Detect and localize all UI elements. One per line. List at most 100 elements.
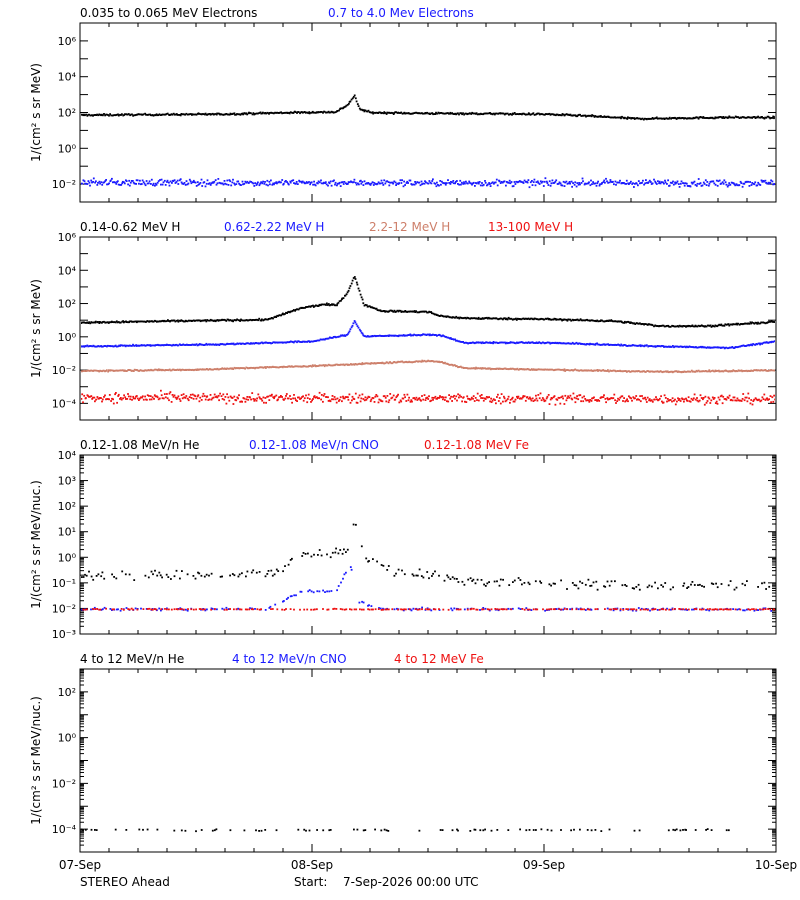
data-point <box>83 345 86 348</box>
data-point <box>342 297 345 299</box>
data-point <box>761 116 763 118</box>
data-point <box>141 344 144 347</box>
series-points <box>81 94 775 121</box>
data-point <box>412 607 415 610</box>
data-point <box>245 112 248 115</box>
data-point <box>258 396 261 399</box>
data-point <box>487 367 490 370</box>
data-point <box>112 402 115 405</box>
data-point <box>761 396 764 399</box>
data-point <box>199 182 202 184</box>
data-point <box>95 369 97 372</box>
data-point <box>186 573 189 576</box>
data-point <box>392 182 394 185</box>
data-point <box>772 341 774 343</box>
data-point <box>680 180 683 183</box>
data-point <box>541 113 544 116</box>
data-point <box>753 183 756 186</box>
data-point <box>252 398 255 400</box>
data-point <box>507 342 510 344</box>
data-point <box>221 343 224 345</box>
data-point <box>498 584 501 587</box>
data-point <box>461 317 464 320</box>
data-point <box>430 182 433 185</box>
data-point <box>422 310 425 313</box>
data-point <box>663 325 666 328</box>
data-point <box>318 590 321 593</box>
data-point <box>440 112 442 114</box>
data-point <box>344 294 347 297</box>
data-point <box>144 344 147 347</box>
data-point <box>157 398 160 401</box>
data-point <box>203 575 206 578</box>
data-point <box>430 399 433 402</box>
data-point <box>465 401 468 403</box>
data-point <box>473 342 476 345</box>
data-point <box>603 394 605 397</box>
data-point <box>451 609 454 612</box>
data-point <box>214 179 217 181</box>
data-point <box>330 304 332 306</box>
data-point <box>94 181 96 184</box>
data-point <box>281 396 283 398</box>
data-point <box>395 184 397 186</box>
data-point <box>427 359 430 362</box>
data-point <box>376 335 379 337</box>
data-point <box>721 402 724 405</box>
data-point <box>771 369 773 372</box>
data-point <box>330 364 333 367</box>
data-point <box>405 182 408 184</box>
data-point <box>534 317 537 320</box>
data-point <box>180 181 183 184</box>
data-point <box>544 399 547 402</box>
data-point <box>488 367 491 370</box>
data-point <box>362 601 365 604</box>
data-point <box>387 401 390 404</box>
data-point <box>84 370 87 372</box>
data-point <box>122 369 124 372</box>
data-point <box>595 369 598 372</box>
data-point <box>216 367 219 370</box>
data-point <box>482 397 484 399</box>
data-point <box>495 112 498 115</box>
data-point <box>609 397 611 400</box>
data-point <box>738 323 741 326</box>
data-point <box>342 106 345 109</box>
data-point <box>159 368 162 371</box>
data-point <box>692 370 695 373</box>
data-point <box>212 181 215 184</box>
data-point <box>767 181 770 184</box>
data-point <box>467 578 470 581</box>
data-point <box>567 113 570 116</box>
data-point <box>95 345 97 348</box>
data-point <box>640 323 643 326</box>
data-point <box>373 362 376 364</box>
data-point <box>99 345 102 348</box>
data-point <box>613 116 615 119</box>
data-point <box>168 392 171 395</box>
data-point <box>275 568 278 571</box>
data-point <box>513 112 516 114</box>
data-point <box>596 588 599 591</box>
data-point <box>543 318 546 321</box>
data-point <box>589 319 591 322</box>
data-point <box>88 113 90 116</box>
data-point <box>119 398 121 400</box>
data-point <box>301 181 303 184</box>
data-point <box>602 343 605 346</box>
data-point <box>485 341 488 344</box>
data-point <box>588 115 591 117</box>
data-point <box>150 183 152 185</box>
data-point <box>632 396 635 399</box>
data-point <box>415 574 418 577</box>
data-point <box>180 394 183 396</box>
data-point <box>474 397 477 399</box>
data-point <box>343 181 346 183</box>
data-point <box>306 341 309 343</box>
data-point <box>690 181 693 184</box>
data-point <box>135 345 138 347</box>
data-point <box>453 577 456 580</box>
data-point <box>388 111 391 114</box>
data-point <box>537 182 540 184</box>
data-point <box>628 395 630 398</box>
